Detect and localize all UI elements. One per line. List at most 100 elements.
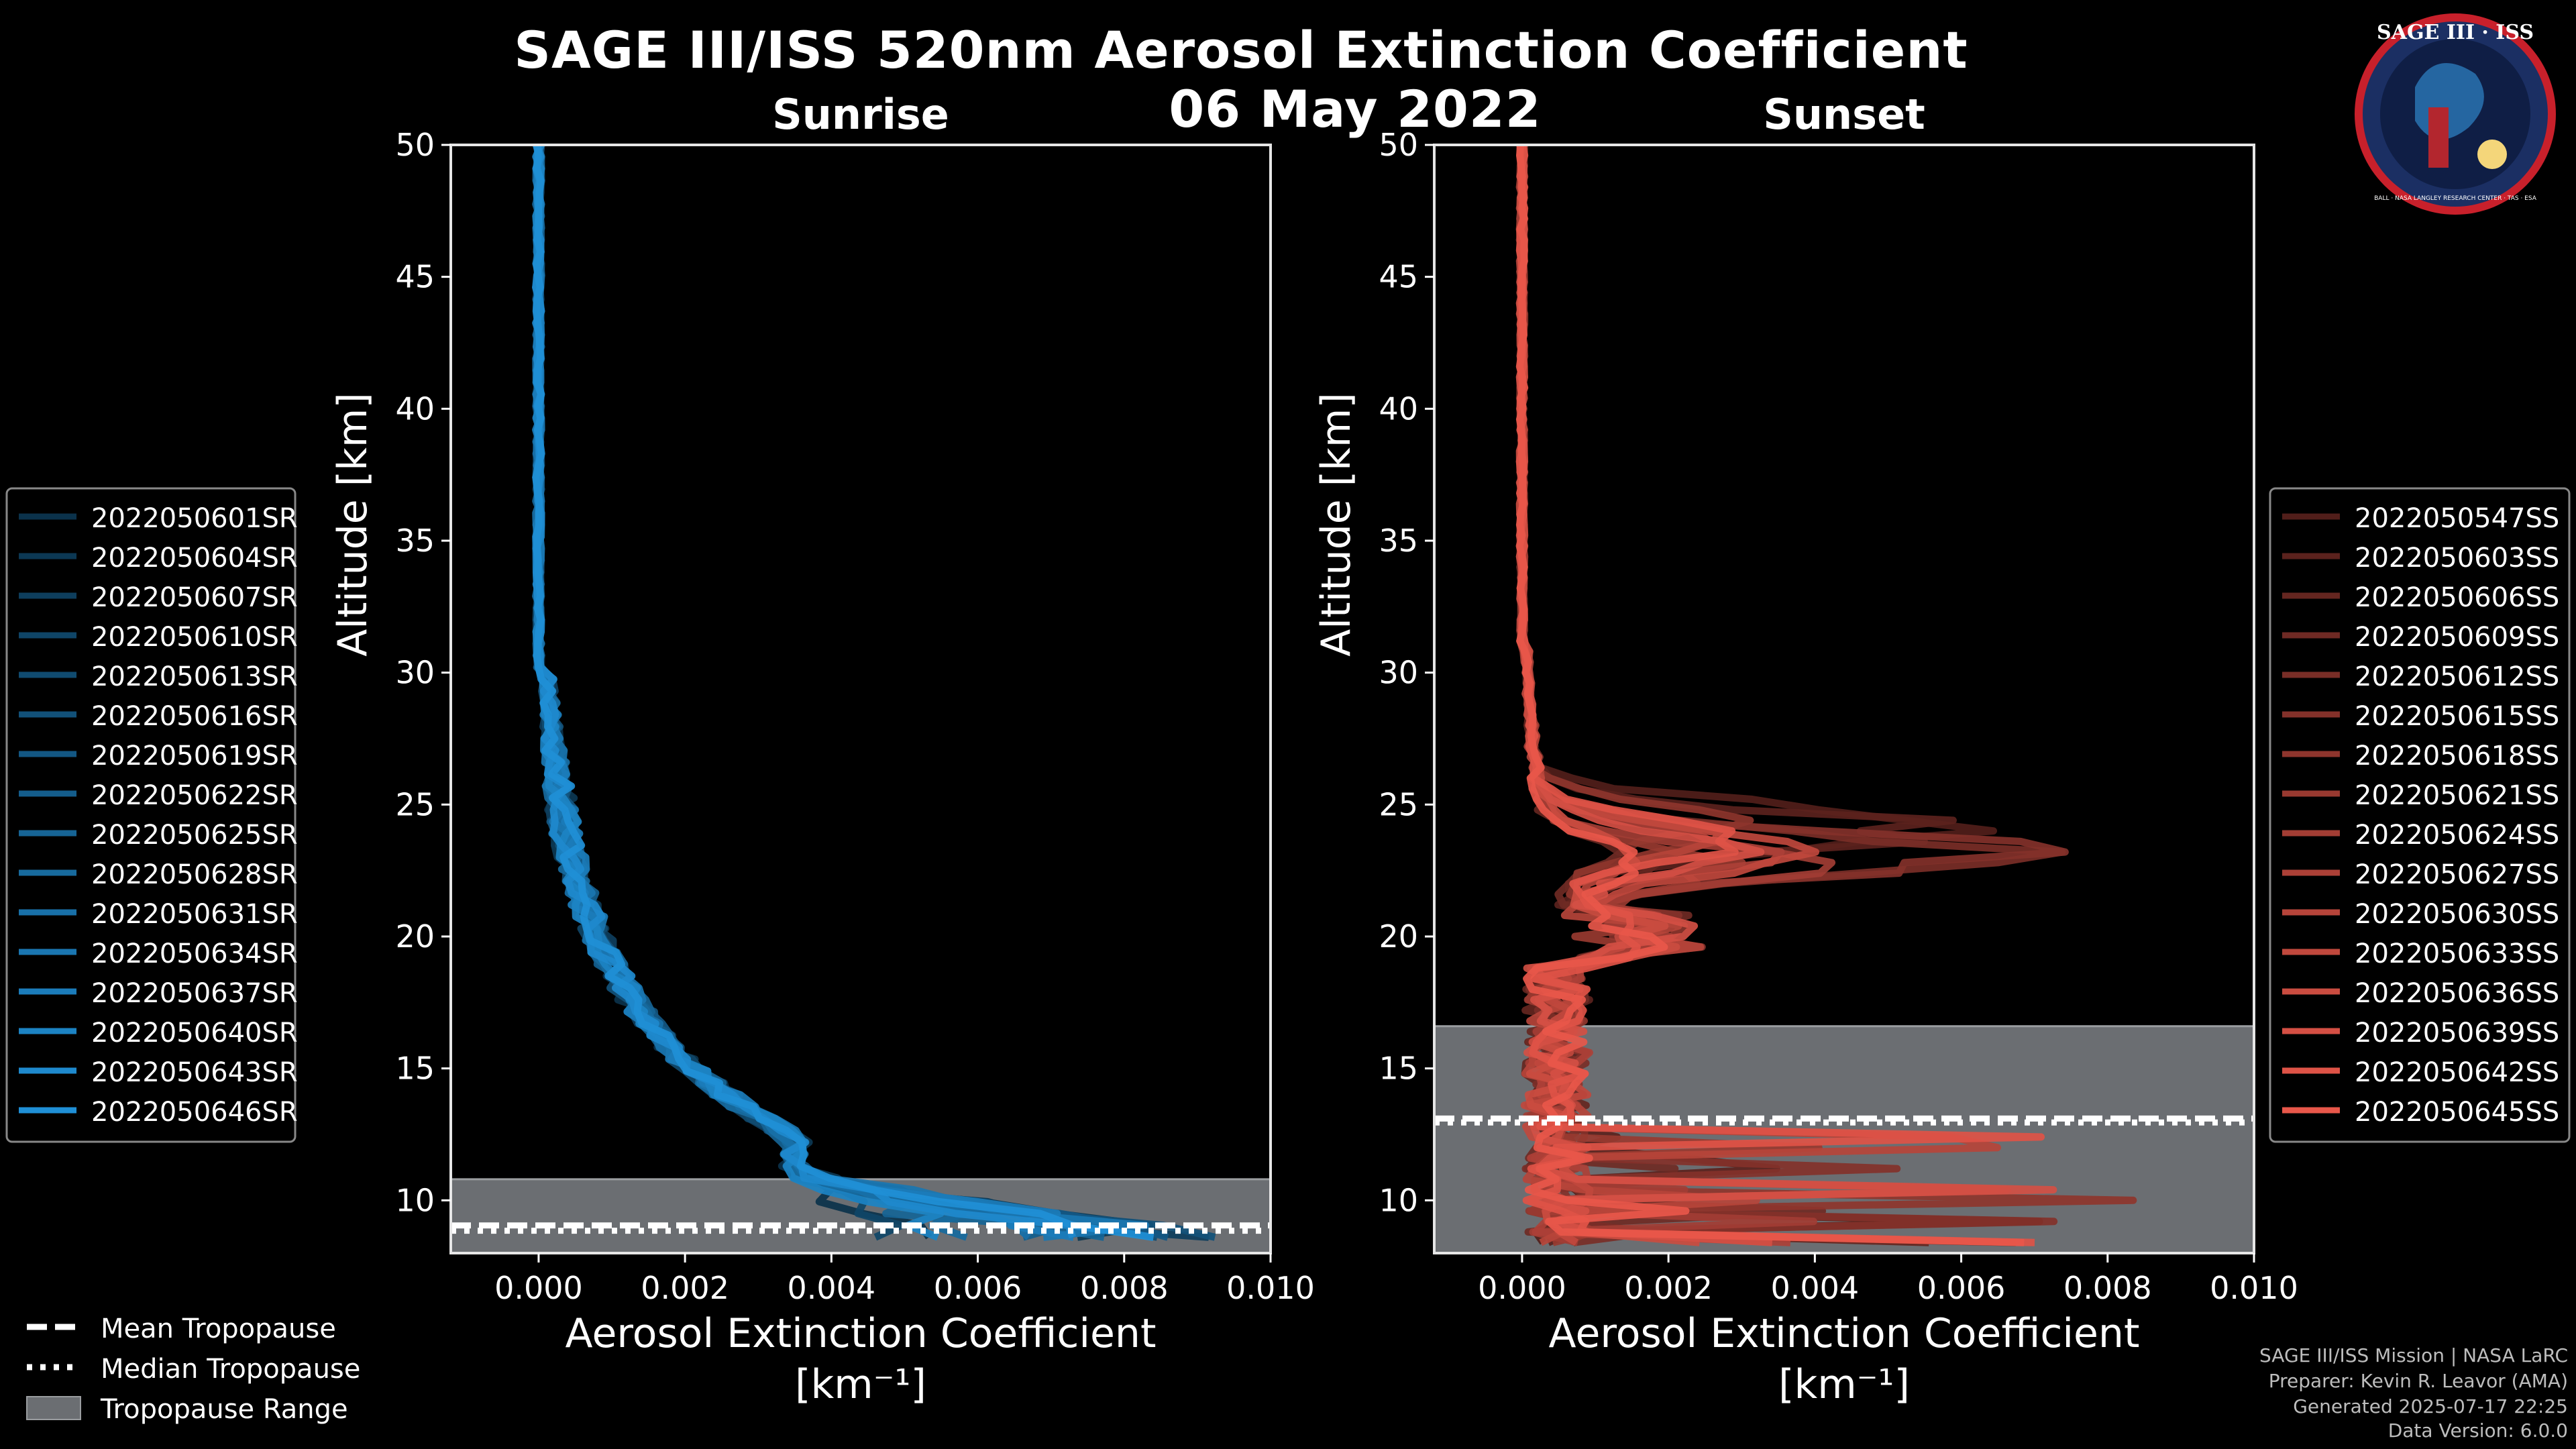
y-axis-label: Altitude [km]: [329, 392, 376, 657]
y-tick-label: 10: [395, 1182, 435, 1218]
y-tick-label: 35: [1379, 523, 1418, 559]
panel-sunrise: 10 15 20 25 30 35 40 45 50 0.000 0.002 0.004 0.006 0.…: [329, 90, 1315, 1408]
median-tropopause-label: Median Tropopause: [101, 1354, 360, 1385]
legend-label: 2022050630SS: [2355, 899, 2559, 930]
chart-date: 06 May 2022: [1169, 79, 1542, 139]
y-tick-label: 20: [1379, 918, 1418, 955]
legend-label: 2022050613SR: [91, 661, 298, 692]
y-tick-label: 50: [395, 127, 435, 163]
legend-label: 2022050612SS: [2355, 661, 2559, 692]
y-tick-label: 45: [395, 259, 435, 295]
legend-label: 2022050643SR: [91, 1057, 298, 1088]
legend-label: 2022050634SR: [91, 938, 298, 969]
legend-label: 2022050547SS: [2355, 503, 2559, 534]
legend-label: 2022050619SR: [91, 741, 298, 771]
panel-title: Sunset: [1763, 90, 1925, 139]
legend-label: 2022050618SS: [2355, 741, 2559, 771]
x-tick-label: 0.010: [1226, 1270, 1315, 1306]
legend-label: 2022050606SS: [2355, 582, 2559, 613]
legend-sunset: 2022050547SS 2022050603SS 2022050606SS 2022…: [2269, 487, 2571, 1143]
figure-icon: [2428, 107, 2449, 168]
series-line-2022050646SR: [532, 145, 1155, 1241]
legend-label: 2022050637SR: [91, 978, 298, 1009]
y-tick-label: 20: [395, 918, 435, 955]
legend-label: 2022050642SS: [2355, 1057, 2559, 1088]
x-axis-label: Aerosol Extinction Coefficient: [1549, 1310, 2140, 1357]
sun-icon: [2477, 140, 2507, 169]
legend-label: 2022050636SS: [2355, 978, 2559, 1009]
y-tick-label: 45: [1379, 259, 1418, 295]
legend-label: 2022050646SR: [91, 1097, 298, 1128]
legend-label: 2022050607SR: [91, 582, 298, 613]
legend-label: 2022050631SR: [91, 899, 298, 930]
legend-label: 2022050621SS: [2355, 780, 2559, 811]
legend-frame: [2269, 487, 2571, 1143]
tropopause-range-swatch: [26, 1396, 81, 1420]
legend-label: 2022050609SS: [2355, 622, 2559, 653]
mission-logo: SAGE III · ISS BALL · NASA LANGLEY RESEA…: [2355, 13, 2556, 215]
legend-label: 2022050616SR: [91, 701, 298, 732]
tropopause-range-label: Tropopause Range: [100, 1394, 348, 1425]
chart-title: SAGE III/ISS 520nm Aerosol Extinction Co…: [514, 20, 1968, 80]
y-axis-label: Altitude [km]: [1313, 392, 1360, 657]
legend-label: 2022050615SS: [2355, 701, 2559, 732]
profiles: [532, 145, 1216, 1241]
y-tick-label: 50: [1379, 127, 1418, 163]
y-tick-label: 35: [395, 523, 435, 559]
legend-label: 2022050603SS: [2355, 543, 2559, 574]
mean-tropopause-label: Mean Tropopause: [101, 1313, 336, 1344]
legend-label: 2022050645SS: [2355, 1097, 2559, 1128]
tropopause-legend: Mean Tropopause Median Tropopause Tropopau…: [26, 1313, 360, 1425]
x-tick-label: 0.010: [2210, 1270, 2298, 1306]
legend-label: 2022050639SS: [2355, 1018, 2559, 1049]
legend-label: 2022050640SR: [91, 1018, 298, 1049]
legend-label: 2022050622SR: [91, 780, 298, 811]
x-axis-units: [km⁻¹]: [1778, 1361, 1910, 1408]
series-line-2022050645SS: [1515, 145, 2025, 1246]
panel-title: Sunrise: [772, 90, 949, 139]
x-tick-label: 0.002: [1624, 1270, 1713, 1306]
y-tick-label: 10: [1379, 1182, 1418, 1218]
x-tick-label: 0.004: [788, 1270, 876, 1306]
footer-generated: Generated 2025-07-17 22:25: [2293, 1395, 2568, 1417]
x-tick-label: 0.002: [641, 1270, 729, 1306]
x-tick-label: 0.000: [1478, 1270, 1566, 1306]
y-tick-label: 30: [395, 655, 435, 691]
logo-text: SAGE III · ISS: [2377, 21, 2534, 44]
legend-label: 2022050628SR: [91, 859, 298, 890]
panel-sunset: 10 15 20 25 30 35 40 45 50 0.000 0.002 0.004 0.006 0.…: [1313, 90, 2298, 1408]
y-tick-label: 40: [395, 390, 435, 427]
x-axis-label: Aerosol Extinction Coefficient: [566, 1310, 1157, 1357]
profiles: [1515, 145, 2137, 1246]
legend-label: 2022050627SS: [2355, 859, 2559, 890]
plot-frame: [1433, 144, 2255, 1254]
footer-preparer: Preparer: Kevin R. Leavor (AMA): [2268, 1370, 2568, 1392]
x-tick-label: 0.006: [934, 1270, 1022, 1306]
footer-version: Data Version: 6.0.0: [2387, 1419, 2568, 1442]
legend-sunrise: 2022050601SR 2022050604SR 2022050607SR 2022…: [5, 487, 298, 1143]
legend-label: 2022050633SS: [2355, 938, 2559, 969]
plot-frame: [449, 144, 1272, 1254]
footer-mission: SAGE III/ISS Mission | NASA LaRC: [2259, 1344, 2568, 1366]
logo-ring-text: BALL · NASA LANGLEY RESEARCH CENTER · TA…: [2374, 195, 2537, 202]
x-tick-label: 0.008: [2063, 1270, 2152, 1306]
x-tick-label: 0.000: [494, 1270, 583, 1306]
y-tick-label: 25: [1379, 786, 1418, 822]
x-tick-label: 0.006: [1917, 1270, 2006, 1306]
plot-area: [451, 145, 1271, 1253]
legend-label: 2022050610SR: [91, 622, 298, 653]
legend-label: 2022050624SS: [2355, 820, 2559, 851]
y-tick-label: 25: [395, 786, 435, 822]
x-tick-label: 0.004: [1771, 1270, 1860, 1306]
x-axis-units: [km⁻¹]: [795, 1361, 926, 1408]
y-tick-label: 30: [1379, 655, 1418, 691]
y-tick-label: 15: [395, 1051, 435, 1087]
legend-label: 2022050601SR: [91, 503, 298, 534]
legend-label: 2022050625SR: [91, 820, 298, 851]
y-tick-label: 40: [1379, 390, 1418, 427]
x-tick-label: 0.008: [1080, 1270, 1169, 1306]
legend-frame: [5, 487, 297, 1143]
y-tick-label: 15: [1379, 1051, 1418, 1087]
legend-label: 2022050604SR: [91, 543, 298, 574]
